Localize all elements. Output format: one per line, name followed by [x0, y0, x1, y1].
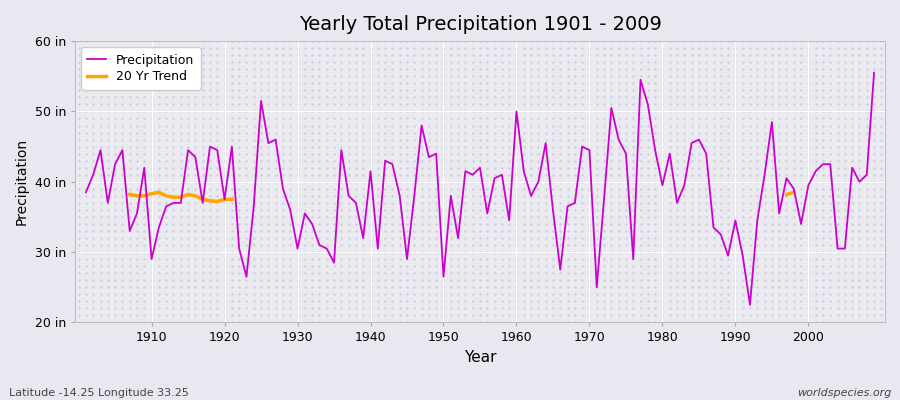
- Precipitation: [80, 190, 91, 195]
- Line: Precipitation: Precipitation: [86, 73, 874, 305]
- 20 Yr Trend: [139, 194, 149, 198]
- 20 Yr Trend: [131, 194, 142, 198]
- 20 Yr Trend: [161, 194, 172, 198]
- 20 Yr Trend: [176, 195, 186, 200]
- Line: 20 Yr Trend: 20 Yr Trend: [130, 192, 232, 202]
- Precipitation: [744, 302, 755, 307]
- Precipitation: [300, 211, 310, 216]
- 20 Yr Trend: [168, 195, 179, 200]
- Precipitation: [139, 165, 149, 170]
- 20 Yr Trend: [197, 197, 208, 202]
- Precipitation: [868, 70, 879, 75]
- Legend: Precipitation, 20 Yr Trend: Precipitation, 20 Yr Trend: [81, 47, 201, 90]
- 20 Yr Trend: [183, 192, 194, 197]
- Text: Latitude -14.25 Longitude 33.25: Latitude -14.25 Longitude 33.25: [9, 388, 189, 398]
- 20 Yr Trend: [146, 191, 157, 196]
- 20 Yr Trend: [124, 192, 135, 197]
- 20 Yr Trend: [154, 190, 165, 195]
- 20 Yr Trend: [212, 199, 222, 204]
- Text: worldspecies.org: worldspecies.org: [796, 388, 891, 398]
- Y-axis label: Precipitation: Precipitation: [15, 138, 29, 225]
- Precipitation: [343, 194, 354, 198]
- X-axis label: Year: Year: [464, 350, 496, 365]
- Precipitation: [504, 218, 515, 223]
- 20 Yr Trend: [220, 197, 230, 202]
- 20 Yr Trend: [227, 197, 238, 202]
- Title: Yearly Total Precipitation 1901 - 2009: Yearly Total Precipitation 1901 - 2009: [299, 15, 662, 34]
- Precipitation: [511, 109, 522, 114]
- 20 Yr Trend: [204, 198, 215, 203]
- 20 Yr Trend: [190, 194, 201, 198]
- Precipitation: [598, 197, 609, 202]
